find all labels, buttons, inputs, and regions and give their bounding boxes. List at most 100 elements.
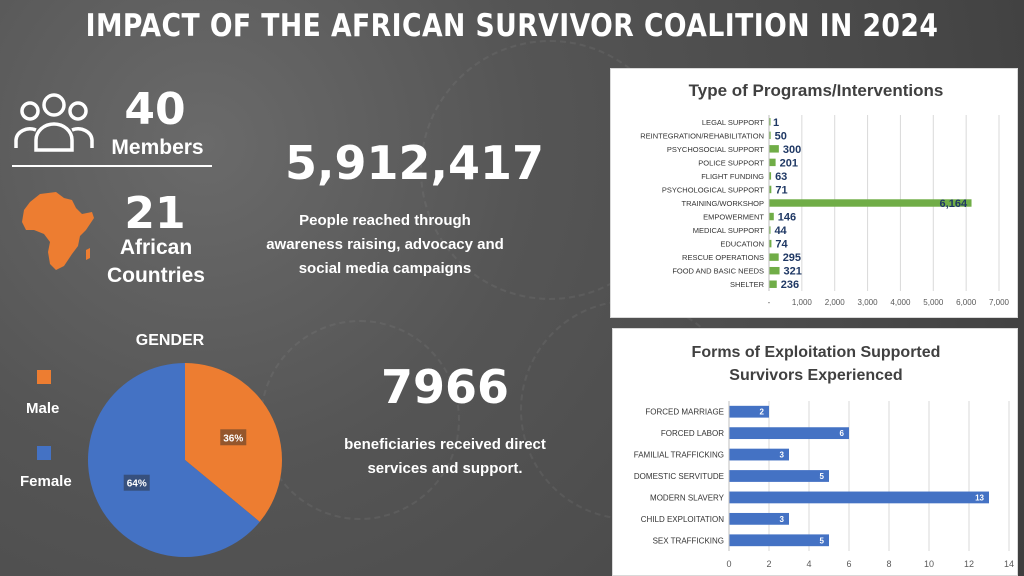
category-label: RESCUE OPERATIONS [682, 253, 764, 262]
data-label: 6,164 [940, 198, 968, 210]
x-tick-label: 2,000 [825, 298, 846, 307]
data-label: 71 [775, 184, 787, 196]
category-label: EDUCATION [720, 240, 764, 249]
legend-label-female: Female [20, 473, 72, 490]
data-label: 146 [778, 212, 796, 224]
bar [769, 266, 780, 275]
users-group-icon [14, 93, 94, 152]
countries-count: 21 [124, 188, 186, 239]
x-tick-label: 6 [846, 559, 851, 569]
countries-label-line1: African [119, 236, 193, 259]
reach-count: 5,912,417 [285, 136, 544, 190]
countries-label-line2: Countries [106, 264, 205, 287]
data-label: 236 [781, 279, 799, 291]
category-label: DOMESTIC SERVITUDE [634, 472, 724, 481]
reach-description-line2: awareness raising, advocacy and [266, 236, 504, 253]
category-label: FLIGHT FUNDING [701, 172, 764, 181]
data-label: 3 [780, 451, 785, 460]
bar [769, 212, 774, 221]
divider [12, 165, 212, 167]
data-label: 6 [840, 429, 845, 438]
programs-chart-panel: Type of Programs/Interventions - 1,000 2,00… [610, 68, 1018, 318]
bar [769, 131, 771, 140]
bar [769, 199, 972, 207]
chart-title: Type of Programs/Interventions [689, 81, 944, 100]
gender-pie-chart: 36% 64% [87, 363, 282, 557]
exploitation-chart-panel: Forms of Exploitation Supported Survivors… [612, 328, 1018, 576]
category-label: MEDICAL SUPPORT [693, 226, 765, 235]
x-tick-label: 7,000 [989, 298, 1010, 307]
background-pattern [260, 320, 460, 520]
pie-data-label-female: 64% [127, 479, 147, 490]
x-tick-label: - [768, 298, 771, 307]
bar [769, 253, 779, 261]
programs-bar-chart: Type of Programs/Interventions - 1,000 2,00… [640, 81, 1010, 307]
x-tick-label: 2 [766, 559, 771, 569]
data-label: 201 [780, 157, 798, 169]
category-label: CHILD EXPLOITATION [641, 515, 724, 524]
bar [769, 172, 772, 180]
data-label: 50 [775, 130, 787, 142]
reach-description-line3: social media campaigns [298, 260, 472, 277]
data-label: 295 [783, 252, 801, 264]
category-label: PSYCHOSOCIAL SUPPORT [667, 145, 765, 154]
africa-map-icon [22, 192, 94, 270]
bar [729, 491, 989, 504]
x-tick-label: 8 [886, 559, 891, 569]
data-label: 5 [820, 472, 825, 481]
bar [729, 534, 829, 547]
legend-swatch-female [37, 446, 51, 460]
category-label: SHELTER [730, 280, 765, 289]
data-label: 3 [780, 515, 785, 524]
reach-description-line1: People reached through [299, 212, 471, 229]
members-label: Members [111, 136, 204, 159]
pie-slice-male [185, 363, 282, 522]
data-label: 44 [774, 225, 787, 237]
bar [729, 427, 849, 440]
pie-label-bg-female [123, 474, 150, 491]
category-label: FAMILIAL TRAFFICKING [634, 451, 724, 460]
pie-data-label-male: 36% [223, 433, 243, 444]
x-tick-label: 4 [806, 559, 811, 569]
category-label: SEX TRAFFICKING [653, 536, 724, 545]
category-label: FORCED LABOR [661, 429, 724, 438]
legend-swatch-male [37, 370, 51, 384]
data-label: 63 [775, 171, 787, 183]
bar [769, 158, 776, 167]
category-label: FORCED MARRIAGE [645, 408, 724, 417]
data-label: 321 [784, 266, 802, 278]
chart-title-line1: Forms of Exploitation Supported [692, 344, 941, 361]
x-tick-label: 12 [964, 559, 974, 569]
bar [769, 145, 779, 153]
x-tick-label: 1,000 [792, 298, 813, 307]
category-label: TRAINING/WORKSHOP [681, 199, 764, 208]
data-label: 300 [783, 144, 801, 156]
bar [769, 226, 771, 234]
x-tick-label: 5,000 [923, 298, 944, 307]
x-tick-label: 14 [1004, 559, 1014, 569]
category-label: EMPOWERMENT [703, 213, 764, 222]
beneficiaries-description-line1: beneficiaries received direct [344, 436, 546, 453]
x-tick-label: 10 [924, 559, 934, 569]
category-label: POLICE SUPPORT [698, 158, 764, 167]
bar [769, 185, 772, 194]
category-label: PSYCHOLOGICAL SUPPORT [662, 185, 765, 194]
legend-label-male: Male [26, 400, 60, 417]
bar [729, 405, 769, 418]
category-label: FOOD AND BASIC NEEDS [672, 267, 764, 276]
category-label: MODERN SLAVERY [650, 493, 725, 502]
exploitation-bar-chart: Forms of Exploitation Supported Survivors… [634, 344, 1014, 569]
bar [769, 280, 777, 288]
x-tick-label: 4,000 [890, 298, 911, 307]
bar [729, 512, 789, 525]
data-label: 1 [773, 117, 779, 129]
chart-title-line2: Survivors Experienced [729, 367, 902, 384]
pie-title: GENDER [135, 332, 205, 349]
beneficiaries-count: 7966 [380, 360, 510, 414]
page-title: IMPACT OF THE AFRICAN SURVIVOR COALITION… [85, 8, 939, 44]
category-label: REINTEGRATION/REHABILITATION [640, 131, 764, 140]
category-label: LEGAL SUPPORT [702, 118, 765, 127]
bar [769, 118, 771, 126]
bar [769, 239, 772, 248]
